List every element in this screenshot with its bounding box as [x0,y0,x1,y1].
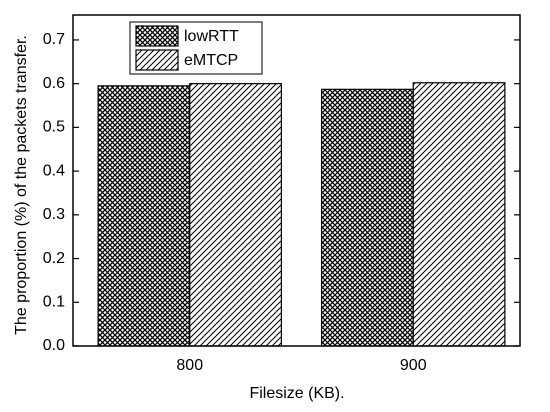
y-tick-label: 0.7 [43,31,65,48]
plot-frame [72,14,521,347]
bar [189,83,282,347]
bar [321,88,414,347]
legend-swatch [135,49,179,71]
bar [412,82,506,347]
y-tick-label: 0.5 [43,119,65,136]
legend-label: lowRTT [184,28,239,45]
bar [97,85,191,347]
legend-swatch [135,25,179,47]
y-tick-label: 0.1 [43,293,65,310]
x-tick-label: 900 [400,357,427,374]
x-axis-label: Filesize (KB). [249,385,344,402]
y-axis-label: The proportion (%) of the packets transf… [13,35,30,335]
y-tick-label: 0.4 [43,162,65,179]
x-tick-label: 800 [176,357,203,374]
y-tick-label: 0.2 [43,250,65,267]
legend-label: eMTCP [184,52,238,69]
y-tick-label: 0.6 [43,75,65,92]
y-tick-label: 0.0 [43,337,65,354]
y-tick-label: 0.3 [43,206,65,223]
